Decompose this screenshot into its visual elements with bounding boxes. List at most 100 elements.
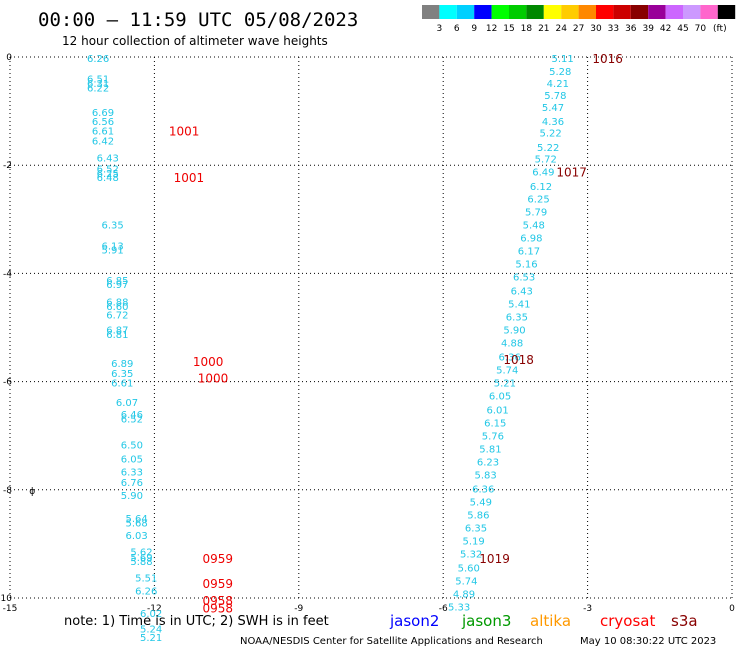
colorbar-label: 39	[642, 24, 654, 34]
colorbar-label: 33	[608, 24, 619, 34]
swh-value: 4.21	[547, 79, 569, 90]
swh-value: 5.90	[503, 326, 525, 337]
satellite-jason2: jason2	[389, 612, 439, 630]
swh-value: 5.90	[121, 491, 143, 502]
swh-value: 6.22	[87, 83, 109, 94]
colorbar-swatch	[665, 5, 683, 19]
swh-value: 6.61	[92, 127, 114, 138]
x-tick-label: -3	[583, 604, 592, 614]
color-scale-legend: 3 6 9 12 15 18 21 24 27 30 33 36 39 42 45 70 (ft)	[422, 5, 736, 34]
position-marker: ɸ	[29, 487, 35, 497]
footer-credit: NOAA/NESDIS Center for Satellite Applica…	[240, 636, 543, 647]
colorbar-label: 3	[437, 24, 443, 34]
swh-value: 6.07	[116, 398, 138, 409]
swh-value: 6.23	[477, 458, 499, 469]
colorbar-label: 24	[555, 24, 567, 34]
chart-grid	[9, 56, 733, 599]
pressure-label: 1019	[479, 552, 510, 566]
swh-value: 5.86	[467, 511, 489, 522]
swh-value: 6.53	[513, 273, 535, 284]
swh-value: 5.68	[126, 518, 148, 529]
colorbar-swatch	[526, 5, 544, 19]
pressure-label: 1001	[169, 125, 200, 139]
colorbar-swatch	[683, 5, 701, 19]
swh-value: 5.74	[496, 366, 518, 377]
swh-value: 5.28	[549, 67, 571, 78]
swh-value: 6.61	[111, 379, 133, 390]
swh-value: 6.85	[106, 276, 128, 287]
pressure-label: 0958	[203, 594, 234, 608]
colorbar-label: 45	[677, 24, 688, 34]
swh-value: 6.56	[92, 117, 114, 128]
swh-value: 6.13	[101, 241, 123, 252]
pressure-label: 1018	[503, 353, 534, 367]
pressure-label: 0959	[203, 552, 234, 566]
swh-value: 5.79	[525, 208, 547, 219]
swh-value: 5.11	[552, 54, 574, 65]
y-tick-label: -6	[3, 378, 12, 388]
swh-value: 6.12	[530, 182, 552, 193]
pressure-label: 1000	[193, 355, 224, 369]
colorbar-swatch	[543, 5, 562, 19]
swh-value: 5.64	[126, 514, 148, 525]
colorbar-swatch	[630, 5, 649, 19]
swh-value: 6.35	[101, 221, 123, 232]
swh-value: 4.36	[542, 117, 564, 128]
swh-value: 5.62	[130, 547, 152, 558]
swh-value: 6.26	[135, 586, 157, 597]
swh-value: 5.22	[537, 143, 559, 154]
colorbar-unit: (ft)	[713, 24, 727, 34]
swh-value: 6.35	[506, 313, 528, 324]
swh-value: 4.89	[453, 590, 475, 601]
satellite-legend: jason2 jason3 altika cryosat s3a	[389, 612, 698, 630]
chart-title: 00:00 – 11:59 UTC 05/08/2023	[38, 9, 358, 31]
swh-value: 5.21	[140, 633, 162, 644]
footer-timestamp: May 10 08:30:22 UTC 2023	[580, 636, 716, 647]
swh-value: 5.33	[448, 603, 470, 614]
swh-value: 6.69	[92, 108, 114, 119]
y-tick-label: 0	[6, 53, 12, 63]
swh-value: 6.76	[121, 478, 143, 489]
swh-value: 5.51	[135, 573, 157, 584]
swh-value: 6.52	[97, 164, 119, 175]
swh-value: 6.05	[489, 392, 511, 403]
footer-note: note: 1) Time is in UTC; 2) SWH is in fe…	[64, 614, 329, 629]
y-tick-label: -4	[3, 269, 12, 279]
colorbar-label: 70	[695, 24, 707, 34]
swh-value: 6.35	[465, 524, 487, 535]
swh-value: 5.78	[544, 91, 566, 102]
swh-value: 5.88	[130, 557, 152, 568]
swh-value: 5.81	[479, 445, 501, 456]
swh-value: 5.41	[508, 300, 530, 311]
swh-value: 5.16	[515, 260, 537, 271]
swh-value: 6.87	[106, 326, 128, 337]
colorbar-swatch	[578, 5, 596, 19]
swh-value: 6.48	[97, 173, 119, 184]
colorbar-label: 30	[590, 24, 602, 34]
x-tick-label: -12	[147, 604, 162, 614]
swh-value: 6.03	[126, 531, 148, 542]
satellite-cryosat: cryosat	[600, 612, 655, 630]
swh-value: 6.15	[484, 419, 506, 430]
swh-value: 6.35	[111, 369, 133, 380]
swh-value: 6.02	[140, 609, 162, 620]
pressure-label: 0958	[203, 602, 234, 616]
pressure-label: 0959	[203, 577, 234, 591]
swh-value: 6.05	[121, 454, 143, 465]
colorbar-swatch	[596, 5, 614, 19]
swh-value: 5.49	[470, 498, 492, 509]
swh-value: 4.88	[501, 339, 523, 350]
swh-value: 6.81	[106, 330, 128, 341]
colorbar-swatch	[439, 5, 457, 19]
swh-value: 5.24	[140, 624, 162, 635]
colorbar-swatch	[717, 5, 736, 19]
swh-value: 5.60	[458, 564, 480, 575]
swh-value: 6.17	[518, 247, 540, 258]
pressure-label: 1001	[174, 171, 205, 185]
swh-value: 5.32	[460, 550, 482, 561]
colorbar-swatch	[474, 5, 492, 19]
colorbar-swatch	[422, 5, 440, 19]
swh-value: 6.97	[106, 280, 128, 291]
colorbar-swatch	[456, 5, 475, 19]
